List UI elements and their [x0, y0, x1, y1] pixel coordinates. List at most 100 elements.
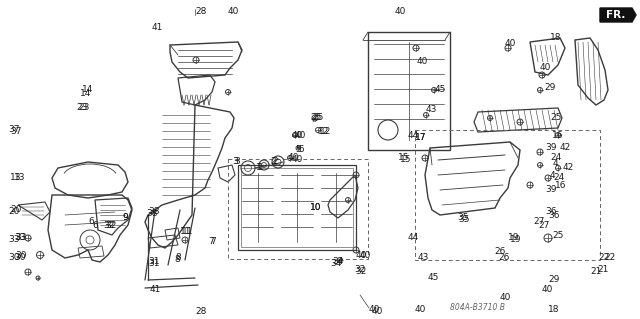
Text: 45: 45: [428, 273, 440, 283]
Text: 30: 30: [15, 250, 26, 259]
Text: 38: 38: [148, 207, 159, 217]
Text: 30: 30: [14, 254, 26, 263]
Text: 40: 40: [417, 57, 428, 66]
Text: 29: 29: [544, 84, 556, 93]
Text: 21: 21: [590, 268, 602, 277]
Text: 25: 25: [552, 231, 563, 240]
Text: 37: 37: [8, 125, 19, 135]
Text: 19: 19: [508, 234, 520, 242]
Text: 7: 7: [208, 238, 214, 247]
Text: 5: 5: [295, 145, 301, 153]
Text: 33: 33: [15, 234, 26, 242]
Text: 17: 17: [415, 133, 426, 143]
Text: 14: 14: [82, 85, 93, 94]
Text: 1: 1: [258, 164, 264, 173]
Text: 25: 25: [550, 114, 561, 122]
Text: 18: 18: [550, 33, 561, 42]
Bar: [228, 159, 368, 259]
Text: 24: 24: [553, 174, 564, 182]
Text: 8: 8: [175, 254, 180, 263]
Text: 15: 15: [400, 155, 412, 165]
Text: 40: 40: [228, 8, 239, 17]
Text: 34: 34: [330, 258, 341, 268]
Text: 32: 32: [354, 265, 365, 275]
Text: 40: 40: [500, 293, 511, 302]
Text: 37: 37: [10, 128, 22, 137]
Text: 43: 43: [426, 106, 437, 115]
Text: 24: 24: [550, 153, 561, 162]
Text: 13: 13: [10, 174, 22, 182]
Text: 40: 40: [505, 39, 516, 48]
Text: 41: 41: [150, 286, 161, 294]
Bar: [415, 130, 600, 260]
Text: 40: 40: [356, 250, 367, 259]
Text: 16: 16: [555, 181, 566, 189]
Text: 40: 40: [288, 153, 300, 162]
Text: 40: 40: [292, 131, 303, 140]
Text: 8: 8: [174, 256, 180, 264]
Text: 6: 6: [88, 218, 93, 226]
Text: 25: 25: [310, 114, 321, 122]
Bar: [238, 165, 356, 250]
Text: 36: 36: [548, 211, 559, 219]
Text: 10: 10: [310, 204, 321, 212]
Text: 31: 31: [148, 257, 159, 266]
Text: 42: 42: [560, 144, 572, 152]
Text: 13: 13: [14, 174, 26, 182]
Text: 39: 39: [545, 144, 557, 152]
Text: 44: 44: [408, 130, 419, 139]
Bar: [368, 32, 450, 150]
Text: 20: 20: [10, 205, 21, 214]
Text: 1: 1: [256, 164, 262, 173]
Text: 38: 38: [146, 209, 157, 218]
Text: 41: 41: [152, 24, 163, 33]
Text: FR.: FR.: [606, 10, 626, 20]
Text: 22: 22: [598, 254, 609, 263]
Text: 23: 23: [76, 103, 88, 113]
Text: 43: 43: [418, 254, 429, 263]
Text: 40: 40: [415, 306, 426, 315]
Text: 26: 26: [498, 254, 509, 263]
Bar: [241, 168, 353, 247]
Text: 33: 33: [14, 234, 26, 242]
Text: 14: 14: [80, 88, 92, 98]
Text: 5: 5: [298, 145, 304, 154]
Text: 17: 17: [415, 133, 426, 143]
Text: 12: 12: [320, 128, 332, 137]
Text: 40: 40: [542, 286, 554, 294]
Text: 35: 35: [457, 213, 468, 222]
Text: 27: 27: [538, 220, 549, 229]
Text: 44: 44: [408, 234, 419, 242]
Text: 26: 26: [494, 248, 506, 256]
Text: 31: 31: [148, 258, 159, 268]
Text: 2: 2: [270, 158, 276, 167]
Text: 804A-B3710 B: 804A-B3710 B: [451, 303, 506, 313]
Text: 7: 7: [210, 238, 216, 247]
Text: 42: 42: [563, 164, 574, 173]
Text: 40: 40: [540, 63, 552, 72]
Text: 16: 16: [552, 131, 563, 140]
Text: 3: 3: [232, 158, 237, 167]
Text: 2: 2: [272, 158, 278, 167]
Text: 39: 39: [545, 186, 557, 195]
Text: 40: 40: [295, 131, 307, 140]
Text: 11: 11: [182, 227, 193, 236]
Text: 12: 12: [318, 128, 330, 137]
Text: 15: 15: [398, 153, 410, 162]
Text: 40: 40: [292, 155, 303, 165]
Text: 40: 40: [395, 8, 406, 17]
Text: 4: 4: [550, 170, 556, 180]
Text: 22: 22: [604, 254, 615, 263]
Text: 6: 6: [92, 220, 98, 229]
Text: 29: 29: [548, 276, 559, 285]
Text: 33: 33: [8, 235, 19, 244]
Text: 20: 20: [8, 207, 19, 217]
Text: 32: 32: [355, 268, 366, 277]
Text: 10: 10: [310, 204, 321, 212]
Text: 18: 18: [548, 306, 559, 315]
Text: 28: 28: [195, 6, 206, 16]
Text: 9: 9: [122, 213, 128, 222]
Text: 34: 34: [332, 257, 344, 266]
Text: 30: 30: [8, 254, 19, 263]
Text: 23: 23: [78, 103, 90, 113]
